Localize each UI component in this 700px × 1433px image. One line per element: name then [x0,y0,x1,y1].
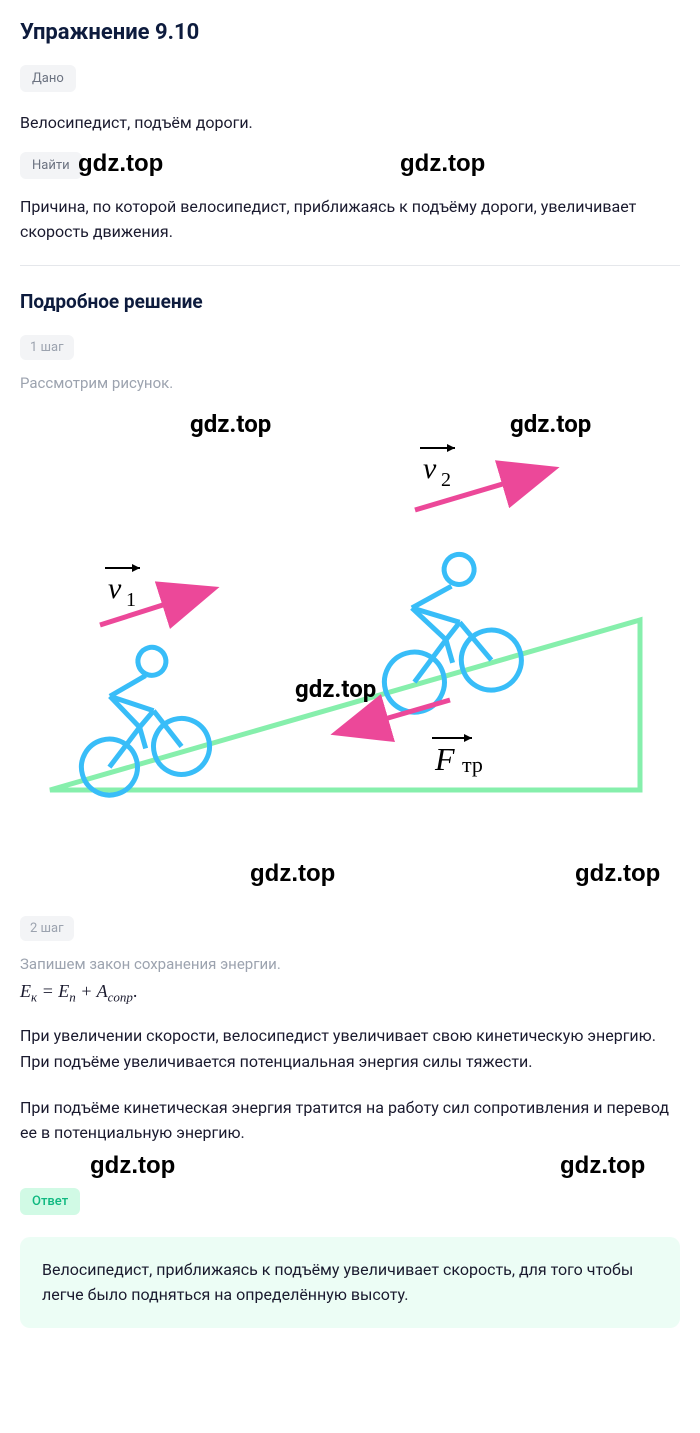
formula-part: E [58,981,69,1001]
step1-badge: 1 шаг [20,335,74,360]
svg-text:тр: тр [462,752,483,777]
formula-sub: conp [108,989,133,1004]
formula-part: . [133,981,138,1001]
step1-text: Рассмотрим рисунок. [20,374,680,392]
svg-text:ν: ν [108,572,122,605]
step2-paragraph1: При увеличении скорости, велосипедист ув… [20,1023,680,1074]
answer-box: Велосипедист, приближаясь к подъёму увел… [20,1237,680,1328]
watermark-row-2: gdz.top gdz.top [20,860,680,902]
watermark: gdz.top [90,1152,175,1180]
label-ftr: F тр [432,734,483,777]
svg-text:2: 2 [441,469,451,491]
answer-text: Велосипедист, приближаясь к подъёму увел… [42,1257,658,1308]
given-text: Велосипедист, подъём дороги. [20,110,680,136]
step2-badge: 2 шаг [20,916,74,941]
watermark: gdz.top [560,1152,645,1180]
step2-text: Запишем закон сохранения энергии. [20,955,680,973]
watermark: gdz.top [400,150,485,178]
solution-heading: Подробное решение [20,290,680,313]
cyclist-1 [54,639,216,802]
svg-text:ν: ν [423,452,437,485]
formula-part: = [37,981,58,1001]
label-v1: ν 1 [105,564,140,611]
watermark-row-3: gdz.top gdz.top [20,1152,680,1188]
divider [20,265,680,266]
watermark: gdz.top [78,150,163,178]
label-v2: ν 2 [420,444,455,491]
formula-part: A [97,981,108,1001]
find-text: Причина, по которой велосипедист, прибли… [20,194,680,245]
formula-part: E [20,981,31,1001]
watermark: gdz.top [190,410,271,438]
energy-formula: Eк = En + Aconp. [20,981,680,1006]
given-badge: Дано [20,65,76,92]
exercise-title: Упражнение 9.10 [20,20,680,45]
watermark: gdz.top [295,675,376,703]
watermark-row-1: Найти gdz.top gdz.top [20,156,680,186]
step2-paragraph2: При подъёме кинетическая энергия тратитс… [20,1095,680,1146]
physics-diagram-svg: ν 1 ν 2 F тр [20,400,680,840]
svg-text:1: 1 [126,589,136,611]
find-badge: Найти [20,152,82,179]
answer-badge: Ответ [20,1188,80,1215]
diagram: gdz.top gdz.top gdz.top [20,400,680,840]
watermark: gdz.top [575,860,660,888]
formula-part: + [76,981,97,1001]
svg-text:F: F [434,741,455,777]
watermark: gdz.top [510,410,591,438]
watermark: gdz.top [250,860,335,888]
